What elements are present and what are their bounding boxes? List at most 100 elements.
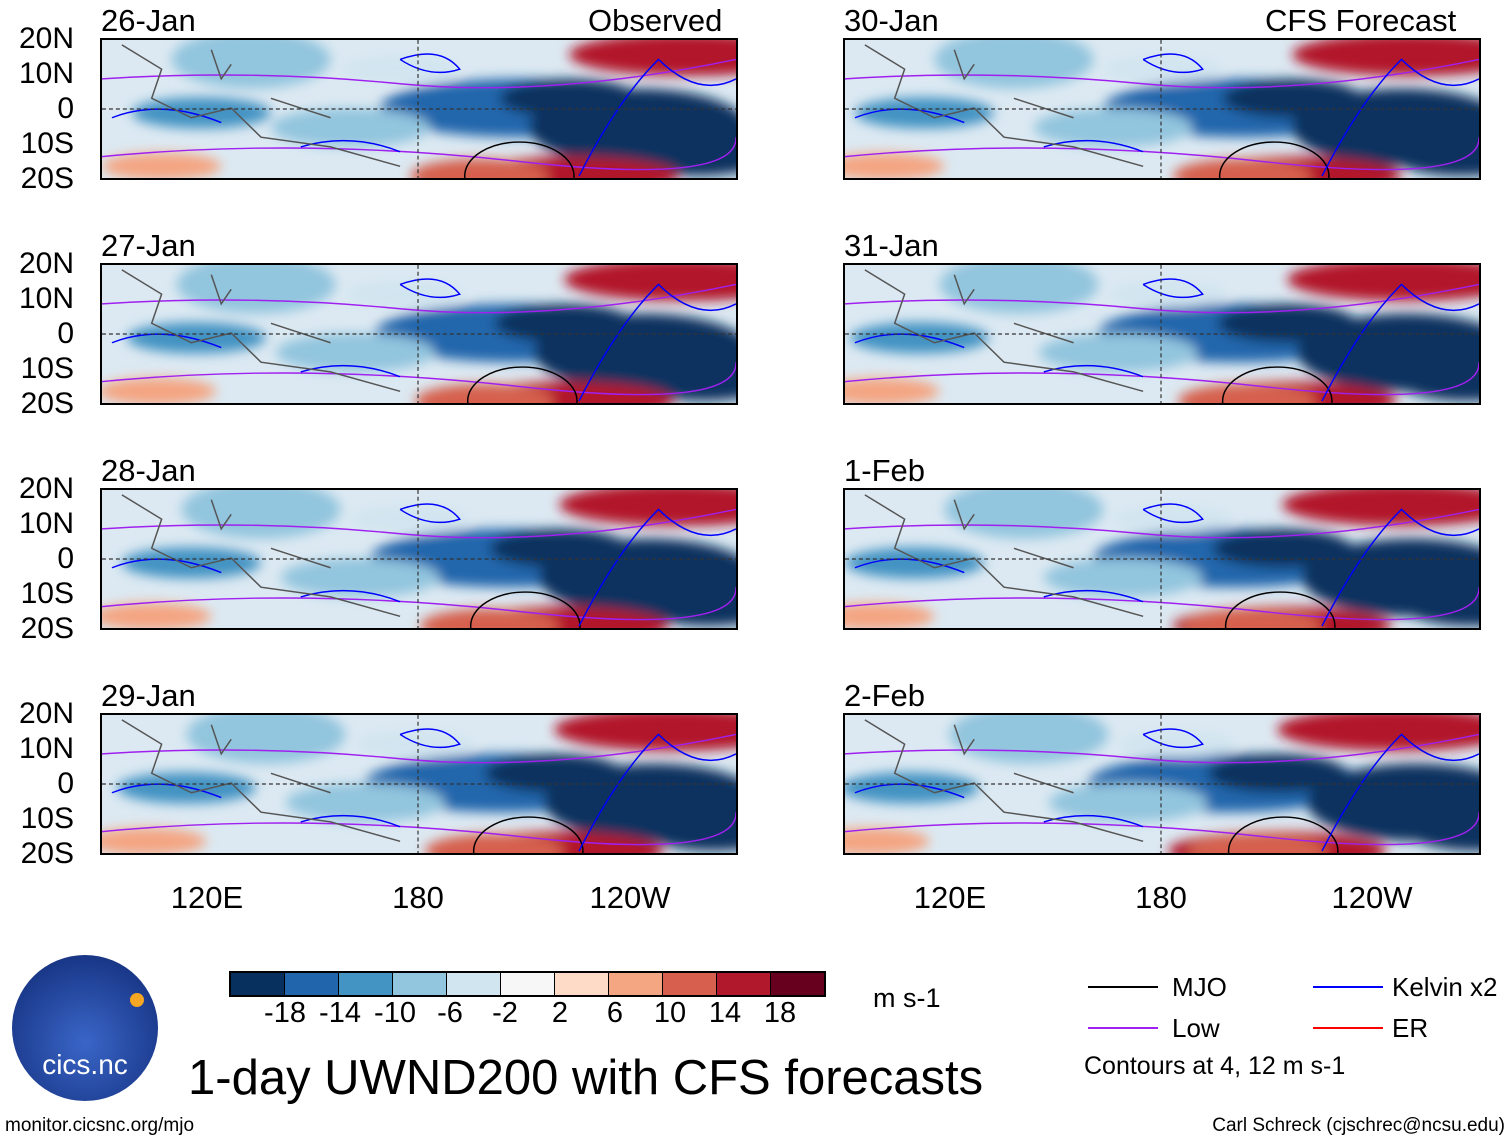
lat-label: 10N xyxy=(18,282,74,315)
wind-anomaly-region xyxy=(1222,78,1362,118)
wind-anomaly-region xyxy=(275,333,435,372)
footer-url[interactable]: monitor.cicsnc.org/mjo xyxy=(5,1115,195,1136)
lat-label: 20S xyxy=(20,612,74,645)
wind-anomaly-region xyxy=(102,602,212,628)
wind-anomaly-region xyxy=(1187,833,1327,853)
wind-anomaly-region xyxy=(944,490,1104,539)
figure-title: 1-day UWND200 with CFS forecasts xyxy=(188,1051,984,1105)
colorbar-swatch xyxy=(339,973,393,995)
wind-anomaly-region xyxy=(1033,108,1193,147)
colorbar-tick: -18 xyxy=(264,997,306,1029)
colorbar-swatch xyxy=(555,973,609,995)
wind-map-panel xyxy=(100,488,738,630)
colorbar-tick: 10 xyxy=(653,997,687,1029)
wind-map-panel xyxy=(843,38,1481,180)
wind-anomaly-region xyxy=(1217,303,1357,343)
forecast-label: CFS Forecast xyxy=(1265,3,1457,38)
wind-anomaly-region xyxy=(1277,715,1479,751)
wind-anomaly-region xyxy=(845,602,935,628)
wind-anomaly-region xyxy=(355,730,475,758)
logo-text: cics.nc xyxy=(42,1049,128,1080)
legend-er-line xyxy=(1313,1027,1383,1029)
wind-anomaly-region xyxy=(499,78,639,118)
colorbar-tick: 18 xyxy=(763,997,797,1029)
wind-anomaly-region xyxy=(102,377,217,403)
panel-date: 1-Feb xyxy=(844,453,925,488)
wind-anomaly-region xyxy=(845,827,930,853)
panel-date: 31-Jan xyxy=(844,228,939,263)
wind-anomaly-region xyxy=(1038,333,1198,372)
wind-anomaly-region xyxy=(116,772,257,804)
wind-map-panel xyxy=(843,713,1481,855)
lon-label: 120E xyxy=(913,880,987,915)
lat-label: 20S xyxy=(20,837,74,870)
wind-anomaly-region xyxy=(845,547,985,579)
lat-label: 0 xyxy=(57,542,74,575)
colorbar-tick: -14 xyxy=(319,997,361,1029)
lat-label: 20N xyxy=(18,22,74,55)
colorbar-swatch xyxy=(501,973,555,995)
wind-anomaly-region xyxy=(1292,40,1479,76)
legend-low: Low xyxy=(1172,1013,1220,1043)
colorbar-swatch xyxy=(717,973,771,995)
wind-anomaly-region xyxy=(1282,490,1479,526)
wind-map-panel xyxy=(100,38,738,180)
lon-label: 120E xyxy=(170,880,244,915)
cics-logo: cics.nc xyxy=(12,955,158,1101)
lon-label: 180 xyxy=(392,880,444,915)
colorbar-swatch xyxy=(285,973,339,995)
lat-label: 10S xyxy=(20,802,74,835)
wind-anomaly-region xyxy=(1287,265,1479,301)
legend-low-line xyxy=(1088,1027,1158,1029)
colorbar-swatch xyxy=(771,973,824,995)
panel-date: 29-Jan xyxy=(101,678,196,713)
colorbar-swatch xyxy=(231,973,285,995)
lat-label: 10N xyxy=(18,57,74,90)
sun-icon xyxy=(130,993,144,1007)
panel-date: 30-Jan xyxy=(844,3,939,38)
legend-er: ER xyxy=(1392,1013,1429,1043)
wind-anomaly-region xyxy=(424,833,565,853)
wind-anomaly-region xyxy=(1048,783,1208,822)
wind-anomaly-region xyxy=(564,265,736,301)
wind-anomaly-region xyxy=(181,490,341,539)
wind-map-panel xyxy=(843,263,1481,405)
lat-label: 10S xyxy=(20,127,74,160)
footer-credit: Carl Schreck (cjschrec@ncsu.edu) xyxy=(1212,1115,1505,1136)
wind-anomaly-region xyxy=(949,715,1109,764)
lon-label: 120W xyxy=(589,880,671,915)
lat-label: 0 xyxy=(57,317,74,350)
wind-anomaly-region xyxy=(489,528,629,568)
wind-anomaly-region xyxy=(628,567,736,627)
colorbar-swatch xyxy=(447,973,501,995)
wind-anomaly-region xyxy=(623,342,736,402)
lat-label: 0 xyxy=(57,92,74,125)
wind-anomaly-region xyxy=(415,383,555,403)
wind-anomaly-region xyxy=(939,265,1099,314)
wind-anomaly-region xyxy=(845,152,945,178)
wind-anomaly-region xyxy=(186,715,346,764)
wind-anomaly-region xyxy=(845,377,940,403)
wind-anomaly-region xyxy=(102,152,222,178)
wind-anomaly-region xyxy=(618,117,736,177)
wind-anomaly-region xyxy=(131,97,271,129)
wind-anomaly-region xyxy=(280,558,440,597)
wind-anomaly-region xyxy=(1207,753,1347,793)
wind-anomaly-region xyxy=(1043,558,1203,597)
wind-anomaly-region xyxy=(345,280,465,308)
panel-date: 26-Jan xyxy=(101,3,196,38)
wind-map-panel xyxy=(100,713,738,855)
wind-anomaly-region xyxy=(559,490,736,526)
wind-anomaly-region xyxy=(1113,505,1233,533)
wind-map-panel xyxy=(100,263,738,405)
wind-anomaly-region xyxy=(350,505,470,533)
wind-anomaly-region xyxy=(845,772,980,804)
legend-mjo-line xyxy=(1088,986,1158,988)
colorbar xyxy=(229,971,826,997)
wind-anomaly-region xyxy=(494,303,634,343)
wind-anomaly-region xyxy=(420,608,560,628)
colorbar-swatch xyxy=(663,973,717,995)
lon-label: 120W xyxy=(1331,880,1413,915)
wind-anomaly-region xyxy=(934,40,1094,89)
observed-label: Observed xyxy=(588,3,723,38)
